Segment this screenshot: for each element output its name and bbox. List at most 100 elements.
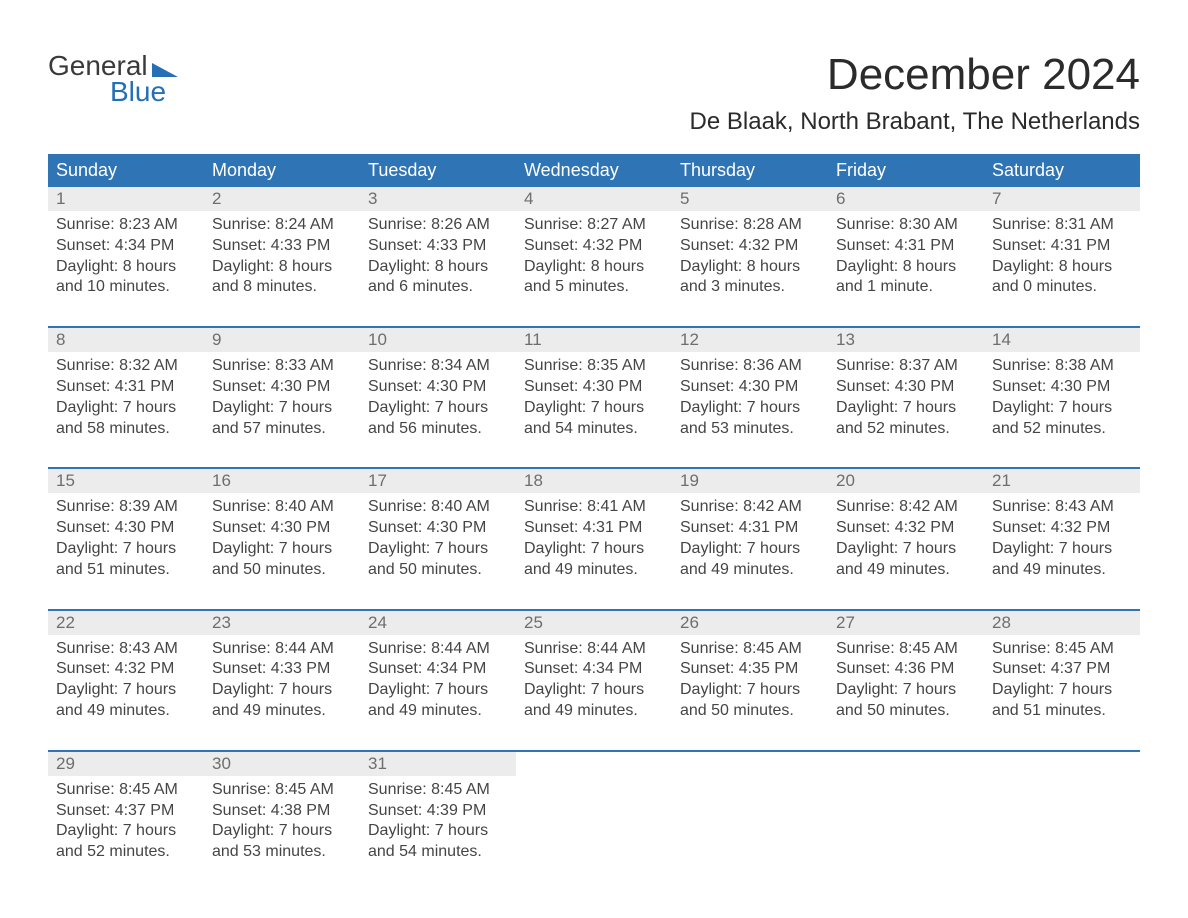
- sunrise-line: Sunrise: 8:36 AM: [680, 356, 820, 377]
- sunrise-line: Sunrise: 8:27 AM: [524, 215, 664, 236]
- daylight-line-2: and 53 minutes.: [212, 842, 352, 863]
- sunset-line: Sunset: 4:32 PM: [680, 236, 820, 257]
- daylight-line-2: and 49 minutes.: [368, 701, 508, 722]
- day-number: 13: [828, 328, 984, 352]
- sunset-line: Sunset: 4:33 PM: [368, 236, 508, 257]
- sunrise-line: Sunrise: 8:45 AM: [836, 639, 976, 660]
- sunset-line: Sunset: 4:30 PM: [368, 377, 508, 398]
- day-number: 30: [204, 752, 360, 776]
- day-cell: Sunrise: 8:40 AMSunset: 4:30 PMDaylight:…: [204, 493, 360, 609]
- sunrise-line: Sunrise: 8:45 AM: [368, 780, 508, 801]
- daylight-line-1: Daylight: 7 hours: [524, 680, 664, 701]
- day-cell: Sunrise: 8:28 AMSunset: 4:32 PMDaylight:…: [672, 211, 828, 327]
- daylight-line-2: and 50 minutes.: [368, 560, 508, 581]
- daylight-line-2: and 10 minutes.: [56, 277, 196, 298]
- daylight-line-2: and 49 minutes.: [524, 701, 664, 722]
- daylight-line-1: Daylight: 8 hours: [368, 257, 508, 278]
- sunset-line: Sunset: 4:32 PM: [836, 518, 976, 539]
- sunrise-line: Sunrise: 8:44 AM: [524, 639, 664, 660]
- day-cell: Sunrise: 8:43 AMSunset: 4:32 PMDaylight:…: [984, 493, 1140, 609]
- sunrise-line: Sunrise: 8:42 AM: [836, 497, 976, 518]
- day-content-row: Sunrise: 8:32 AMSunset: 4:31 PMDaylight:…: [48, 352, 1140, 468]
- day-number: [516, 752, 672, 776]
- day-number-row: 22232425262728: [48, 611, 1140, 635]
- day-cell: Sunrise: 8:45 AMSunset: 4:35 PMDaylight:…: [672, 635, 828, 751]
- day-content-row: Sunrise: 8:39 AMSunset: 4:30 PMDaylight:…: [48, 493, 1140, 609]
- day-header: Saturday: [984, 154, 1140, 187]
- sunrise-line: Sunrise: 8:28 AM: [680, 215, 820, 236]
- day-header: Tuesday: [360, 154, 516, 187]
- day-header: Wednesday: [516, 154, 672, 187]
- day-cell: Sunrise: 8:45 AMSunset: 4:37 PMDaylight:…: [48, 776, 204, 891]
- daylight-line-1: Daylight: 7 hours: [56, 680, 196, 701]
- title-block: December 2024 De Blaak, North Brabant, T…: [690, 50, 1140, 136]
- day-number: 9: [204, 328, 360, 352]
- sunrise-line: Sunrise: 8:44 AM: [212, 639, 352, 660]
- sunrise-line: Sunrise: 8:31 AM: [992, 215, 1132, 236]
- day-cell: Sunrise: 8:35 AMSunset: 4:30 PMDaylight:…: [516, 352, 672, 468]
- day-number: 5: [672, 187, 828, 211]
- daylight-line-1: Daylight: 7 hours: [368, 821, 508, 842]
- day-header: Thursday: [672, 154, 828, 187]
- day-cell: [516, 776, 672, 891]
- sunrise-line: Sunrise: 8:45 AM: [212, 780, 352, 801]
- sunrise-line: Sunrise: 8:45 AM: [680, 639, 820, 660]
- logo: General Blue: [48, 50, 178, 108]
- daylight-line-2: and 51 minutes.: [56, 560, 196, 581]
- sunset-line: Sunset: 4:31 PM: [836, 236, 976, 257]
- day-number: 14: [984, 328, 1140, 352]
- daylight-line-2: and 49 minutes.: [56, 701, 196, 722]
- sunrise-line: Sunrise: 8:30 AM: [836, 215, 976, 236]
- sunrise-line: Sunrise: 8:43 AM: [992, 497, 1132, 518]
- day-number: 27: [828, 611, 984, 635]
- sunset-line: Sunset: 4:34 PM: [56, 236, 196, 257]
- day-cell: Sunrise: 8:45 AMSunset: 4:37 PMDaylight:…: [984, 635, 1140, 751]
- sunset-line: Sunset: 4:36 PM: [836, 659, 976, 680]
- day-number: 6: [828, 187, 984, 211]
- sunset-line: Sunset: 4:34 PM: [524, 659, 664, 680]
- day-cell: Sunrise: 8:41 AMSunset: 4:31 PMDaylight:…: [516, 493, 672, 609]
- day-header: Friday: [828, 154, 984, 187]
- sunset-line: Sunset: 4:30 PM: [212, 377, 352, 398]
- logo-text-2: Blue: [48, 76, 166, 108]
- daylight-line-2: and 49 minutes.: [212, 701, 352, 722]
- daylight-line-1: Daylight: 7 hours: [212, 539, 352, 560]
- day-cell: Sunrise: 8:39 AMSunset: 4:30 PMDaylight:…: [48, 493, 204, 609]
- day-cell: Sunrise: 8:23 AMSunset: 4:34 PMDaylight:…: [48, 211, 204, 327]
- day-number: 22: [48, 611, 204, 635]
- sunrise-line: Sunrise: 8:40 AM: [368, 497, 508, 518]
- sunset-line: Sunset: 4:30 PM: [992, 377, 1132, 398]
- day-cell: Sunrise: 8:33 AMSunset: 4:30 PMDaylight:…: [204, 352, 360, 468]
- day-header-row: SundayMondayTuesdayWednesdayThursdayFrid…: [48, 154, 1140, 187]
- daylight-line-2: and 50 minutes.: [836, 701, 976, 722]
- daylight-line-2: and 54 minutes.: [368, 842, 508, 863]
- day-cell: [828, 776, 984, 891]
- sunrise-line: Sunrise: 8:38 AM: [992, 356, 1132, 377]
- sunset-line: Sunset: 4:31 PM: [992, 236, 1132, 257]
- header: General Blue December 2024 De Blaak, Nor…: [48, 50, 1140, 136]
- daylight-line-2: and 52 minutes.: [56, 842, 196, 863]
- sunset-line: Sunset: 4:35 PM: [680, 659, 820, 680]
- sunrise-line: Sunrise: 8:45 AM: [56, 780, 196, 801]
- sunrise-line: Sunrise: 8:44 AM: [368, 639, 508, 660]
- sunrise-line: Sunrise: 8:24 AM: [212, 215, 352, 236]
- sunset-line: Sunset: 4:30 PM: [368, 518, 508, 539]
- daylight-line-1: Daylight: 7 hours: [680, 398, 820, 419]
- day-number: 23: [204, 611, 360, 635]
- sunset-line: Sunset: 4:30 PM: [680, 377, 820, 398]
- logo-flag-icon: [152, 63, 178, 77]
- day-number: 1: [48, 187, 204, 211]
- daylight-line-2: and 52 minutes.: [992, 419, 1132, 440]
- day-number: 10: [360, 328, 516, 352]
- day-number: 4: [516, 187, 672, 211]
- day-number-row: 15161718192021: [48, 469, 1140, 493]
- daylight-line-1: Daylight: 7 hours: [992, 398, 1132, 419]
- day-content-row: Sunrise: 8:23 AMSunset: 4:34 PMDaylight:…: [48, 211, 1140, 327]
- daylight-line-1: Daylight: 8 hours: [680, 257, 820, 278]
- sunset-line: Sunset: 4:30 PM: [56, 518, 196, 539]
- sunset-line: Sunset: 4:37 PM: [56, 801, 196, 822]
- daylight-line-2: and 54 minutes.: [524, 419, 664, 440]
- daylight-line-2: and 58 minutes.: [56, 419, 196, 440]
- day-number: 12: [672, 328, 828, 352]
- day-number: 29: [48, 752, 204, 776]
